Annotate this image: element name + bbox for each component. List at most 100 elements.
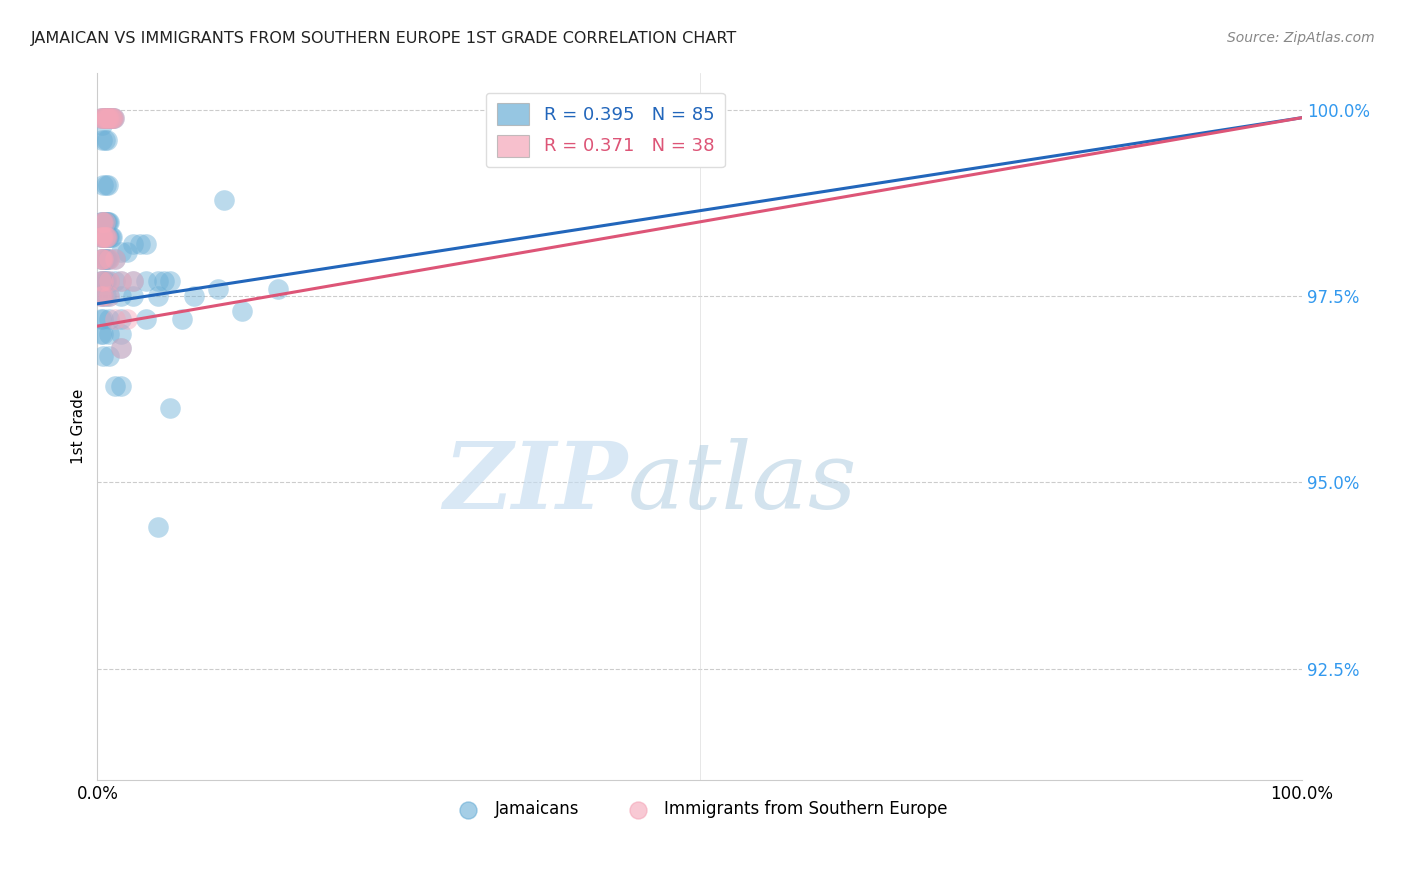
Point (93, 252, 115, 266)
Point (91, 252, 114, 266)
Point (93, 252, 115, 266)
Point (93, 111, 115, 125)
Point (98, 311, 121, 326)
Point (159, 401, 181, 415)
Point (93, 229, 115, 244)
Point (122, 289, 145, 303)
Point (96, 229, 118, 244)
Point (110, 342, 132, 356)
Point (146, 289, 169, 303)
Point (93, 349, 115, 363)
Point (97, 111, 120, 125)
Point (110, 275, 132, 289)
Point (96, 111, 118, 125)
Point (97, 215, 120, 229)
Point (122, 275, 145, 289)
Point (183, 289, 205, 303)
Point (90, 215, 112, 229)
Point (146, 275, 169, 289)
Point (104, 378, 127, 392)
Point (93, 289, 115, 303)
Point (96, 111, 118, 125)
Point (93, 215, 115, 229)
Point (93, 275, 115, 289)
Point (117, 311, 139, 326)
Legend: Jamaicans, Immigrants from Southern Europe: Jamaicans, Immigrants from Southern Euro… (444, 794, 955, 825)
Point (110, 275, 132, 289)
Point (101, 229, 124, 244)
Point (91, 252, 114, 266)
Point (94, 215, 117, 229)
Point (101, 111, 124, 125)
Text: JAMAICAN VS IMMIGRANTS FROM SOUTHERN EUROPE 1ST GRADE CORRELATION CHART: JAMAICAN VS IMMIGRANTS FROM SOUTHERN EUR… (31, 31, 737, 46)
Point (90, 252, 112, 266)
Point (93, 275, 115, 289)
Point (110, 378, 132, 392)
Point (93, 275, 115, 289)
Point (93, 215, 115, 229)
Point (96, 133, 118, 147)
Point (90, 252, 112, 266)
Point (94, 289, 117, 303)
Point (96, 229, 118, 244)
Point (98, 289, 121, 303)
Point (94, 275, 117, 289)
Point (100, 111, 122, 125)
Point (104, 252, 127, 266)
Point (278, 788, 301, 802)
Point (94, 252, 117, 266)
Point (101, 111, 124, 125)
Point (267, 282, 290, 296)
Point (135, 237, 157, 252)
Point (93, 229, 115, 244)
Point (91, 111, 114, 125)
Text: Source: ZipAtlas.com: Source: ZipAtlas.com (1227, 31, 1375, 45)
Point (93, 178, 115, 192)
Point (90, 229, 112, 244)
Point (94, 178, 117, 192)
Point (100, 111, 122, 125)
Point (98, 275, 121, 289)
Point (101, 111, 124, 125)
Point (98, 275, 121, 289)
Point (159, 275, 181, 289)
Point (170, 311, 193, 326)
Point (91, 275, 114, 289)
Point (97, 111, 120, 125)
Point (110, 326, 132, 341)
Point (90, 289, 112, 303)
Point (122, 275, 145, 289)
Point (104, 252, 127, 266)
Point (128, 237, 150, 252)
Point (98, 349, 121, 363)
Point (98, 111, 121, 125)
Point (93, 289, 115, 303)
Point (98, 252, 121, 266)
Point (135, 275, 157, 289)
Point (135, 311, 157, 326)
Point (93, 111, 115, 125)
Point (100, 229, 122, 244)
Point (146, 520, 169, 534)
Point (96, 215, 118, 229)
Point (110, 244, 132, 259)
Point (97, 252, 120, 266)
Point (90, 326, 112, 341)
Point (93, 111, 115, 125)
Point (93, 229, 115, 244)
Point (207, 282, 229, 296)
Point (91, 215, 114, 229)
Point (110, 311, 132, 326)
Point (152, 275, 174, 289)
Point (103, 111, 125, 125)
Point (98, 215, 121, 229)
Text: atlas: atlas (627, 438, 856, 528)
Point (231, 304, 253, 318)
Point (96, 252, 118, 266)
Point (90, 229, 112, 244)
Point (97, 178, 120, 192)
Point (94, 111, 117, 125)
Text: ZIP: ZIP (443, 438, 627, 528)
Point (104, 275, 127, 289)
Y-axis label: 1st Grade: 1st Grade (72, 389, 86, 465)
